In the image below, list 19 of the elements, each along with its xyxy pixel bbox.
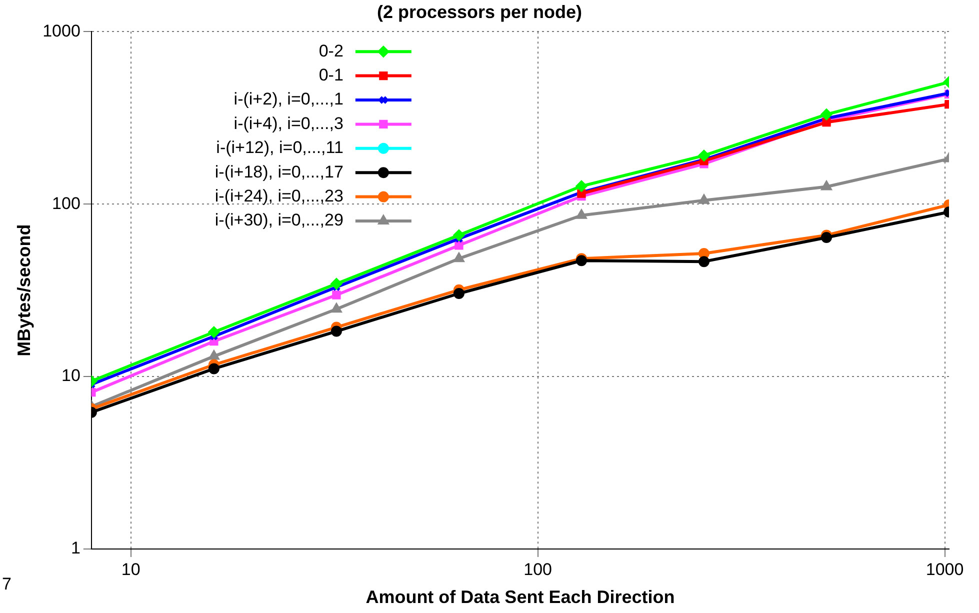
legend-label: i-(i+24), i=0,...,23	[214, 186, 344, 206]
x-axis-title: Amount of Data Sent Each Direction	[366, 587, 675, 608]
x-tick-label: 1000	[926, 560, 964, 579]
x-tick-label: 10	[121, 560, 140, 579]
y-tick-label: 100	[52, 194, 80, 213]
legend-label: i-(i+18), i=0,...,17	[214, 162, 344, 182]
legend-label: i-(i+12), i=0,...,11	[216, 138, 344, 158]
legend-label: i-(i+4), i=0,...,3	[234, 114, 344, 133]
y-tick-label: 1	[70, 538, 80, 558]
y-tick-label: 10	[61, 366, 80, 386]
y-tick-label: 1000	[42, 21, 80, 40]
x-tick-label: 100	[524, 560, 552, 579]
text: 7	[2, 574, 12, 594]
legend-label: i-(i+30), i=0,...,29	[214, 210, 344, 230]
legend-label: i-(i+2), i=0,...,1	[234, 90, 344, 109]
chart-title: (2 processors per node)	[376, 2, 582, 22]
legend-label: 0-2	[318, 41, 344, 60]
y-axis-title: MBytes/second	[14, 224, 34, 356]
legend-label: 0-1	[318, 65, 344, 84]
